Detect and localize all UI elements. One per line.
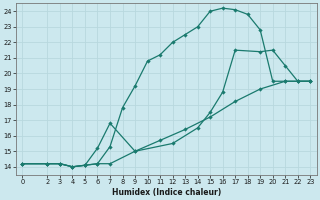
- X-axis label: Humidex (Indice chaleur): Humidex (Indice chaleur): [112, 188, 221, 197]
